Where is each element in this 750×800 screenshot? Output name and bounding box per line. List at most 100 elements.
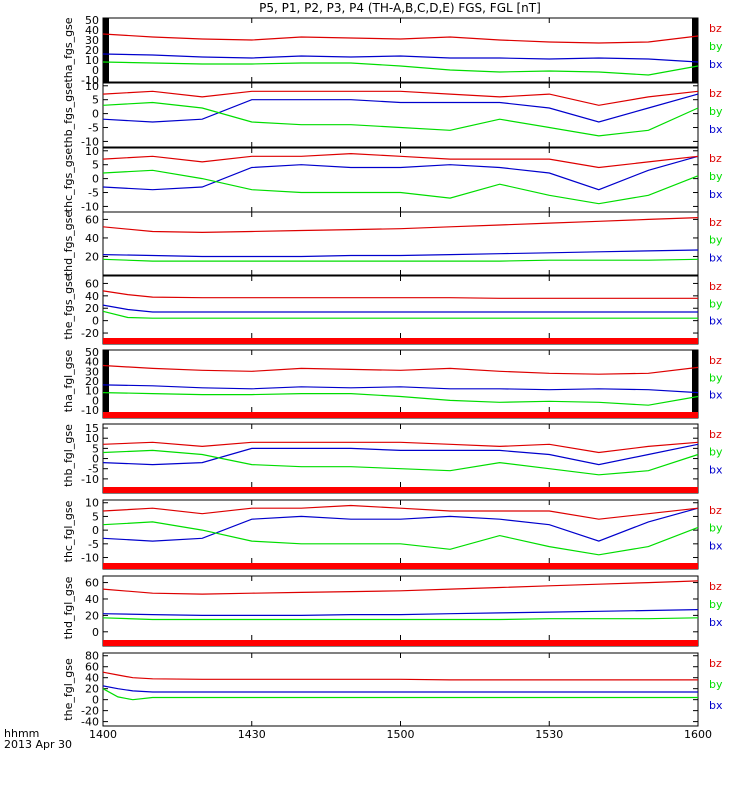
y-tick-label: -10	[81, 74, 99, 87]
y-axis-label: tha_fgs_gse	[62, 17, 75, 82]
series-line-bz	[102, 90, 699, 106]
red-flag-bar	[103, 487, 698, 493]
legend-bx: bx	[709, 58, 723, 71]
legend-bx: bx	[709, 616, 723, 629]
y-tick-label: -10	[81, 473, 99, 486]
legend-bz: bz	[709, 428, 722, 441]
y-tick-label: 0	[92, 626, 99, 639]
y-tick-label: 40	[85, 356, 99, 369]
series-line-by	[102, 258, 699, 262]
x-tick-label: 1530	[535, 728, 563, 741]
y-tick-label: -40	[81, 716, 99, 729]
series-line-bz	[102, 671, 698, 681]
legend-bx: bx	[709, 539, 723, 552]
y-axis-label: thc_fgl_gse	[62, 500, 75, 562]
legend-bz: bz	[709, 280, 722, 293]
x-axis-label-date: 2013 Apr 30	[4, 738, 72, 751]
y-tick-label: 50	[85, 14, 99, 27]
y-tick-label: 10	[85, 432, 99, 445]
series-line-bx	[102, 53, 699, 63]
series-line-bx	[102, 155, 699, 191]
legend-bz: bz	[709, 87, 722, 100]
series-line-bx	[102, 249, 699, 258]
legend-bx: bx	[709, 188, 723, 201]
legend-by: by	[709, 105, 723, 118]
y-axis-label: thd_fgs_gse	[62, 211, 75, 277]
legend-bz: bz	[709, 354, 722, 367]
y-axis-label: the_fgl_gse	[62, 658, 75, 721]
red-flag-bar	[103, 563, 698, 569]
y-tick-label: -20	[81, 705, 99, 718]
y-tick-label: 40	[85, 232, 99, 245]
y-tick-label: 0	[92, 64, 99, 77]
series-line-bx	[102, 609, 699, 617]
chart-title: P5, P1, P2, P3, P4 (TH-A,B,C,D,E) FGS, F…	[259, 1, 541, 15]
y-tick-label: -10	[81, 552, 99, 565]
red-flag-bar	[103, 338, 698, 344]
y-tick-label: 20	[85, 44, 99, 57]
x-axis-label-time: hhmm	[4, 727, 39, 740]
series-line-by	[102, 392, 699, 406]
y-tick-label: 0	[92, 394, 99, 407]
y-axis-label: thc_fgs_gse	[62, 148, 75, 213]
y-tick-label: 20	[85, 609, 99, 622]
y-tick-label: -5	[88, 463, 99, 476]
series-line-bx	[102, 443, 699, 466]
y-tick-label: 60	[85, 661, 99, 674]
panel-frame	[102, 652, 699, 727]
y-axis-label: thb_fgl_gse	[62, 424, 75, 487]
series-line-by	[102, 688, 698, 701]
series-line-bz	[102, 217, 699, 234]
y-tick-label: -5	[88, 187, 99, 200]
legend-by: by	[709, 522, 723, 535]
legend-bx: bx	[709, 463, 723, 476]
legend-by: by	[709, 40, 723, 53]
y-axis-label: thb_fgs_gse	[62, 82, 75, 148]
y-tick-label: 5	[92, 159, 99, 172]
series-line-by	[102, 449, 699, 476]
legend-by: by	[709, 598, 723, 611]
y-tick-label: 40	[85, 24, 99, 37]
y-tick-label: 5	[92, 510, 99, 523]
y-tick-label: 20	[85, 250, 99, 263]
series-line-bz	[102, 152, 699, 169]
y-tick-label: 80	[85, 650, 99, 663]
y-tick-label: 10	[85, 54, 99, 67]
red-flag-bar	[103, 640, 698, 646]
x-tick-label: 1600	[684, 728, 712, 741]
y-tick-label: 60	[85, 277, 99, 290]
y-tick-label: 10	[85, 80, 99, 93]
x-tick-label: 1430	[238, 728, 266, 741]
legend-by: by	[709, 234, 723, 247]
legend-by: by	[709, 297, 723, 310]
legend-bz: bz	[709, 580, 722, 593]
series-line-bx	[102, 685, 698, 693]
series-line-bz	[102, 580, 699, 595]
legend-by: by	[709, 446, 723, 459]
y-tick-label: 30	[85, 34, 99, 47]
y-tick-label: 0	[92, 315, 99, 328]
series-line-by	[102, 101, 699, 137]
y-tick-label: -10	[81, 404, 99, 417]
y-tick-label: -5	[88, 122, 99, 135]
legend-bz: bz	[709, 216, 722, 229]
series-line-by	[102, 521, 699, 556]
y-tick-label: 40	[85, 672, 99, 685]
legend-bx: bx	[709, 699, 723, 712]
series-line-by	[102, 169, 699, 205]
y-tick-label: 50	[85, 346, 99, 359]
y-tick-label: 0	[92, 453, 99, 466]
series-line-by	[102, 61, 699, 76]
y-tick-label: 30	[85, 365, 99, 378]
x-tick-label: 1500	[387, 728, 415, 741]
y-axis-label: tha_fgl_gse	[62, 350, 75, 413]
legend-by: by	[709, 678, 723, 691]
y-tick-label: 60	[85, 577, 99, 590]
y-tick-label: 40	[85, 290, 99, 303]
